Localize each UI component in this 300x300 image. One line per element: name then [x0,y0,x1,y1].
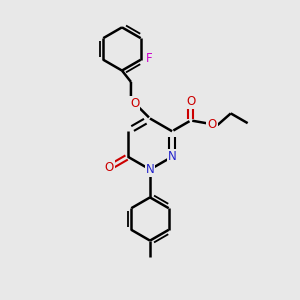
Text: O: O [105,161,114,174]
Text: F: F [146,52,152,65]
Text: O: O [130,97,140,110]
Text: O: O [207,118,217,131]
Text: N: N [168,150,176,163]
Text: O: O [186,95,195,108]
Text: N: N [146,163,154,176]
